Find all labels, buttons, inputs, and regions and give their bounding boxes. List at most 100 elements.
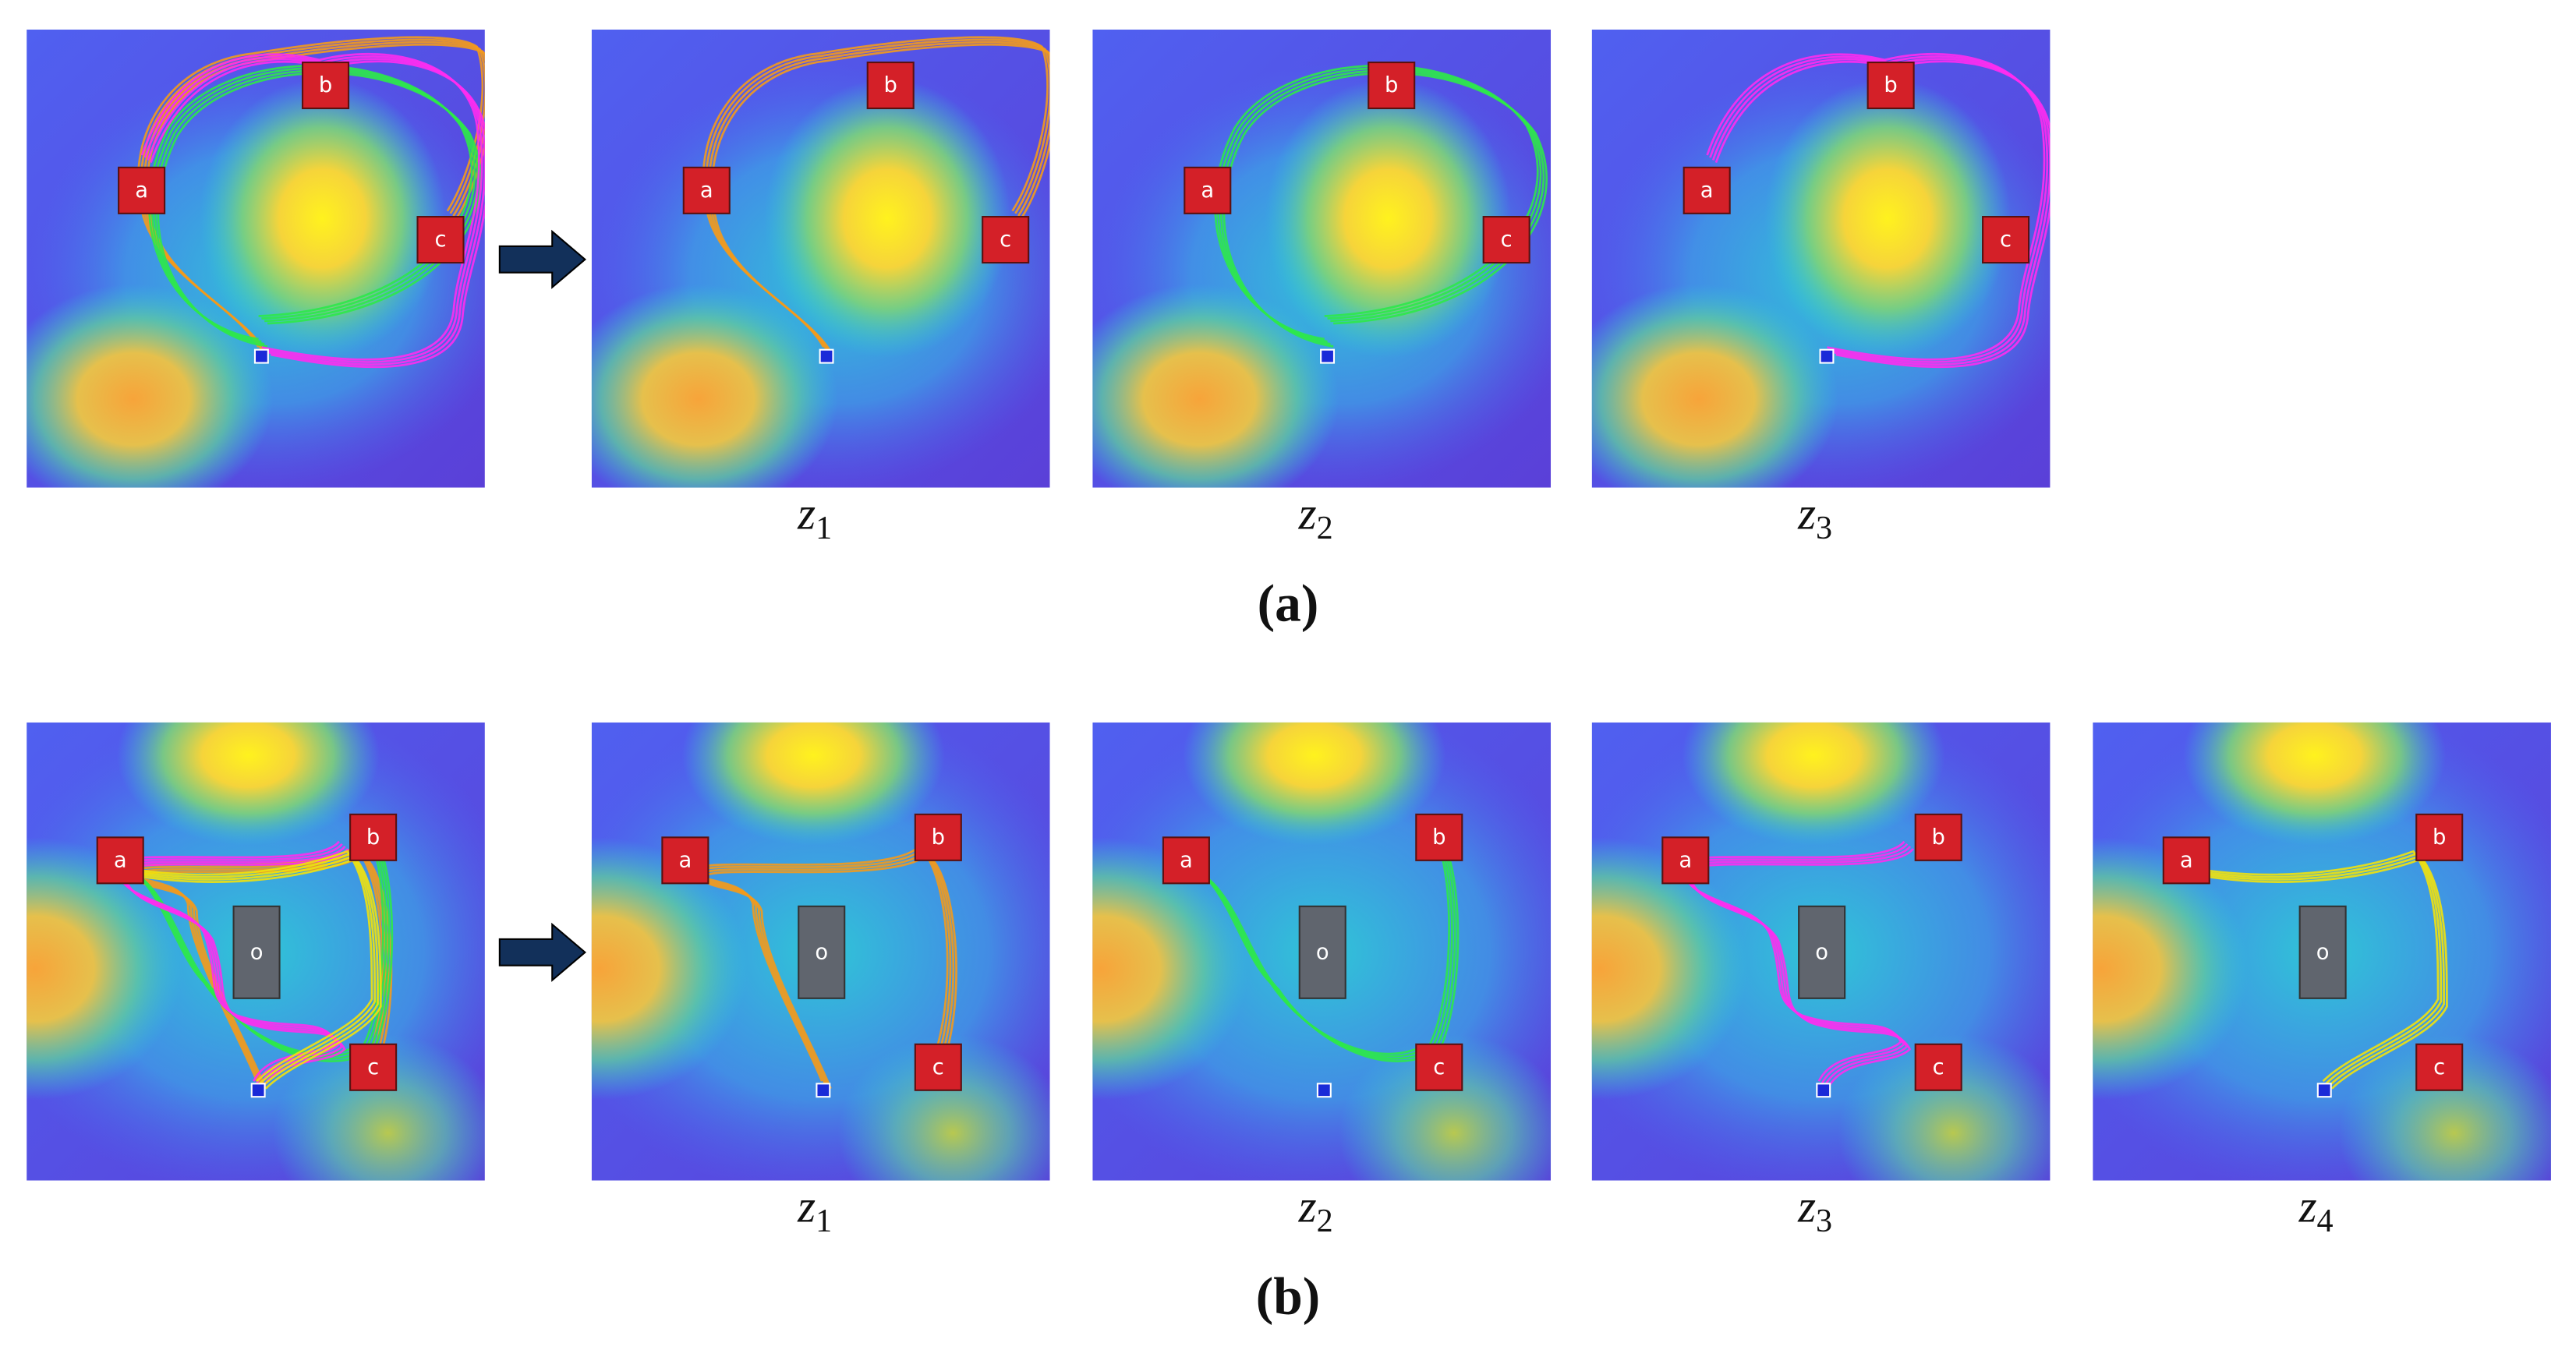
heat-blob bbox=[681, 722, 945, 846]
goal-label: a bbox=[678, 848, 692, 872]
trajectory bbox=[698, 849, 952, 1084]
panel: a b c bbox=[1591, 29, 2051, 488]
goal-label: a bbox=[114, 848, 127, 872]
obstacle bbox=[798, 905, 846, 999]
goal-marker bbox=[661, 836, 709, 885]
trajectory bbox=[118, 850, 394, 1062]
output-label: z2 bbox=[1298, 487, 1333, 546]
heatmap bbox=[1092, 722, 1552, 1181]
trajectory bbox=[710, 43, 1050, 355]
heat-blob bbox=[2339, 1034, 2551, 1181]
goal-label: b bbox=[932, 825, 945, 850]
panel: o a b c bbox=[1591, 722, 2051, 1181]
panel: o a b c bbox=[27, 722, 485, 1181]
obstacle-label: o bbox=[1815, 940, 1828, 964]
trajectory bbox=[2194, 854, 2445, 1087]
trajectory bbox=[122, 848, 349, 1090]
heat-blob bbox=[1265, 79, 1512, 359]
trajectory bbox=[140, 52, 480, 361]
goal-marker bbox=[2415, 1043, 2464, 1091]
goal-label: a bbox=[1201, 178, 1214, 203]
heatmap bbox=[1591, 29, 2051, 488]
start-marker bbox=[1320, 348, 1336, 364]
start-marker bbox=[1316, 1083, 1332, 1098]
obstacle bbox=[1798, 905, 1846, 999]
obstacle-label: o bbox=[250, 940, 264, 964]
trajectory bbox=[136, 851, 390, 1087]
symbol: z bbox=[797, 487, 816, 539]
heatmap bbox=[1092, 29, 1552, 488]
obstacle bbox=[2298, 905, 2347, 999]
goal-label: a bbox=[700, 178, 713, 203]
heat-blob bbox=[763, 79, 1010, 359]
panel: a b c bbox=[1092, 29, 1552, 488]
heat-blob bbox=[1764, 79, 2011, 359]
goal-marker bbox=[301, 61, 350, 110]
heat-blob bbox=[1838, 1034, 2051, 1181]
goal-label: a bbox=[1679, 848, 1692, 872]
symbol: z bbox=[1298, 1180, 1317, 1231]
panel: o a b c bbox=[591, 722, 1050, 1181]
goal-marker bbox=[1982, 216, 2030, 264]
goal-label: b bbox=[1385, 73, 1398, 97]
goal-label: c bbox=[932, 1055, 944, 1079]
trajectory bbox=[1706, 52, 2046, 361]
index: 2 bbox=[1317, 1203, 1333, 1239]
heat-blob bbox=[117, 722, 380, 846]
trajectory bbox=[695, 846, 949, 1082]
caption: (b) bbox=[1256, 1267, 1320, 1325]
trajectory bbox=[1709, 55, 2049, 363]
trajectory bbox=[147, 58, 485, 366]
goal-marker bbox=[1162, 836, 1210, 885]
heat-blob bbox=[199, 79, 446, 359]
output-label: z4 bbox=[2298, 1180, 2334, 1239]
goal-label: c bbox=[367, 1055, 379, 1079]
goal-label: a bbox=[1700, 178, 1714, 203]
output-label: z1 bbox=[797, 487, 832, 546]
heat-blob bbox=[273, 1034, 485, 1181]
goal-marker bbox=[1683, 166, 1731, 214]
symbol: z bbox=[2298, 1180, 2317, 1231]
goal-label: c bbox=[2433, 1055, 2445, 1079]
goal-marker bbox=[1914, 813, 1962, 861]
heat-blob bbox=[2183, 722, 2447, 846]
output-label: z3 bbox=[1797, 1180, 1832, 1239]
goal-label: c bbox=[434, 228, 446, 252]
goal-marker bbox=[1415, 813, 1463, 861]
trajectory bbox=[143, 55, 483, 363]
trajectory bbox=[2188, 850, 2440, 1083]
obstacle-label: o bbox=[1316, 940, 1329, 964]
trajectory bbox=[1711, 58, 2051, 366]
heat-blob bbox=[1092, 284, 1339, 488]
start-marker bbox=[2316, 1083, 2332, 1098]
goal-label: c bbox=[2000, 228, 2012, 252]
trajectory bbox=[1688, 848, 1914, 1090]
index: 4 bbox=[2317, 1203, 2334, 1239]
symbol: z bbox=[797, 1180, 816, 1231]
goal-label: b bbox=[366, 825, 380, 850]
arrow bbox=[498, 922, 587, 982]
goal-marker bbox=[1661, 836, 1710, 885]
goal-label: c bbox=[1501, 228, 1513, 252]
goal-marker bbox=[1184, 166, 1232, 214]
goal-marker bbox=[1914, 1043, 1962, 1091]
trajectory bbox=[1714, 60, 2051, 369]
heat-blob bbox=[1682, 722, 1945, 846]
start-marker bbox=[253, 348, 269, 364]
obstacle bbox=[232, 905, 281, 999]
goal-marker bbox=[1867, 61, 1915, 110]
heat-blob bbox=[591, 837, 748, 1101]
heatmap bbox=[591, 29, 1050, 488]
goal-label: c bbox=[1933, 1055, 1944, 1079]
start-marker bbox=[1816, 1083, 1831, 1098]
goal-marker bbox=[866, 61, 915, 110]
symbol: z bbox=[1797, 487, 1816, 539]
heat-blob bbox=[2093, 837, 2249, 1101]
output-label: z2 bbox=[1298, 1180, 1333, 1239]
symbol: z bbox=[1797, 1180, 1816, 1231]
trajectory bbox=[150, 60, 485, 369]
goal-label: b bbox=[884, 73, 897, 97]
trajectory bbox=[122, 850, 373, 1083]
trajectory bbox=[700, 851, 955, 1087]
goal-marker bbox=[982, 216, 1030, 264]
